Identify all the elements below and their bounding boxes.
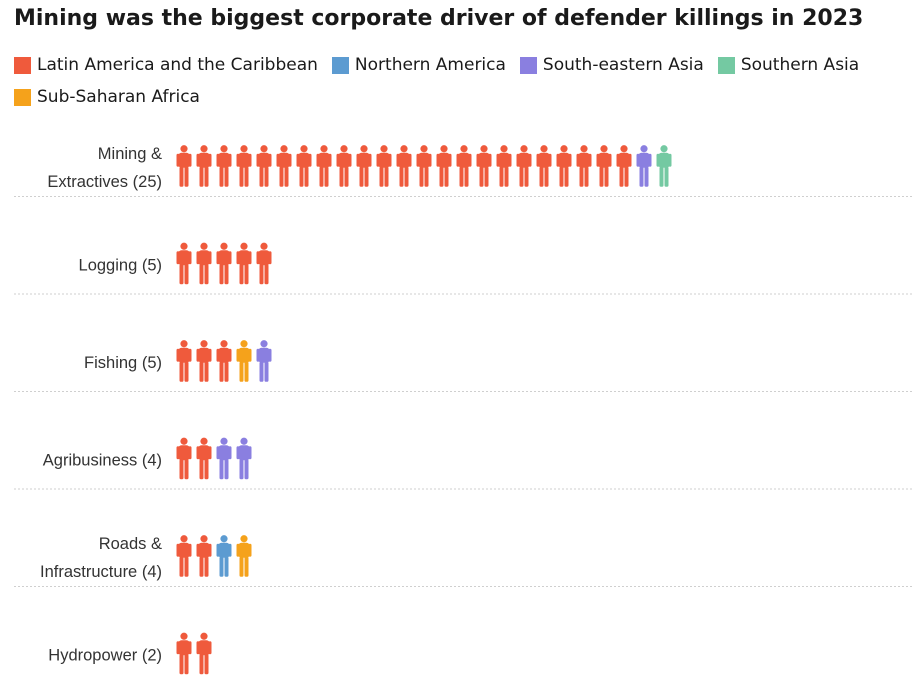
person-mark-latam [176,535,192,577]
chart-row: Fishing (5) [84,340,272,382]
person-mark-latam [456,145,472,187]
person-mark-latam [616,145,632,187]
person-mark-latam [296,145,312,187]
person-mark-latam [396,145,412,187]
legend-swatch-ssa [14,88,31,106]
person-mark-seasia [236,437,252,480]
legend-label: Northern America [354,55,506,75]
person-mark-latam [236,145,252,187]
person-mark-latam [216,242,232,285]
chart-row: Hydropower (2) [48,632,212,675]
person-mark-sasia [656,145,672,187]
person-mark-latam [196,437,212,480]
person-mark-latam [536,145,552,187]
person-mark-latam [556,145,572,187]
person-mark-latam [576,145,592,187]
person-mark-latam [476,145,492,187]
person-mark-namer [216,535,232,577]
person-mark-latam [236,242,252,285]
chart-row: Roads & Infrastructure (4) [40,535,252,581]
person-mark-latam [496,145,512,187]
row-label-line: Infrastructure (4) [40,563,162,581]
legend-item-ssa: Sub-Saharan Africa [14,86,200,108]
person-mark-seasia [256,340,272,382]
legend-item-latam: Latin America and the Caribbean [14,54,318,76]
person-mark-latam [416,145,432,187]
person-mark-latam [176,145,192,187]
legend-label: Sub-Saharan Africa [37,87,200,107]
person-mark-latam [316,145,332,187]
person-mark-latam [516,145,532,187]
person-mark-ssa [236,340,252,382]
person-mark-latam [196,242,212,285]
row-label-line: Hydropower (2) [48,646,162,664]
person-mark-latam [216,145,232,187]
legend-swatch-sasia [717,56,735,74]
person-mark-seasia [636,145,652,187]
row-label: Agribusiness (4) [43,451,162,469]
row-label-line: Fishing (5) [84,354,162,372]
row-label-line: Logging (5) [79,256,162,274]
row-label: Hydropower (2) [48,646,162,664]
chart-row: Mining & Extractives (25) [47,145,672,191]
person-mark-latam [376,145,392,187]
person-mark-latam [176,632,192,675]
person-mark-latam [336,145,352,187]
person-mark-latam [436,145,452,187]
person-mark-ssa [236,535,252,577]
person-mark-latam [196,535,212,577]
person-mark-latam [216,340,232,382]
person-mark-latam [196,340,212,382]
person-mark-seasia [216,437,232,480]
legend-item-sasia: Southern Asia [717,54,860,76]
person-mark-latam [256,145,272,187]
legend-label: Latin America and the Caribbean [37,55,318,75]
legend-label: South-eastern Asia [542,55,704,75]
chart-row: Logging (5) [79,242,272,285]
legend-item-namer: Northern America [331,54,506,76]
person-mark-latam [596,145,612,187]
row-label-line: Roads & [99,535,162,553]
person-mark-latam [176,437,192,480]
row-label-line: Mining & [98,145,162,163]
person-mark-latam [356,145,372,187]
person-mark-latam [196,632,212,675]
row-label-line: Extractives (25) [47,173,162,191]
person-mark-latam [176,242,192,285]
row-label: Logging (5) [79,256,162,274]
person-mark-latam [256,242,272,285]
legend-swatch-seasia [519,56,537,74]
row-label-line: Agribusiness (4) [43,451,162,469]
chart-row: Agribusiness (4) [43,437,252,480]
row-label: Fishing (5) [84,354,162,372]
person-mark-latam [196,145,212,187]
legend-item-seasia: South-eastern Asia [519,54,704,76]
legend-label: Southern Asia [740,55,860,75]
chart-title: Mining was the biggest corporate driver … [14,6,864,31]
row-label: Mining & Extractives (25) [47,145,162,191]
row-label: Roads & Infrastructure (4) [40,535,162,581]
person-mark-latam [276,145,292,187]
person-mark-latam [176,340,192,382]
legend: Latin America and the Caribbean Northern … [14,54,914,108]
legend-swatch-latam [14,56,31,74]
legend-swatch-namer [331,56,349,74]
